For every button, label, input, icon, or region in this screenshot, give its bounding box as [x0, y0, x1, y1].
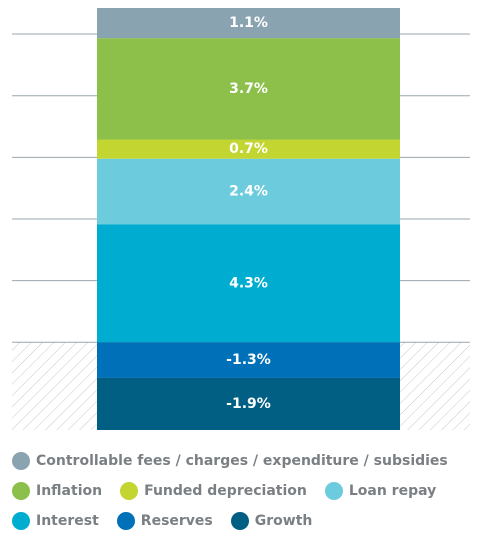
legend-item: Inflation [12, 482, 102, 500]
data-label: 1.1% [229, 15, 268, 31]
legend-swatch [12, 512, 30, 530]
bar-segment [97, 342, 400, 378]
legend-label: Funded depreciation [144, 483, 307, 499]
bar-segment [97, 139, 400, 159]
legend-label: Inflation [36, 483, 103, 499]
legend-swatch [120, 482, 139, 500]
data-label: 2.4% [229, 184, 268, 200]
legend-item: Funded depreciation [120, 482, 307, 500]
legend-label: Growth [254, 513, 313, 529]
bar-segment [97, 377, 400, 430]
legend-label: Loan repay [348, 483, 437, 499]
legend-label: Controllable fees / charges / expenditur… [36, 453, 448, 469]
legend-swatch [12, 482, 30, 500]
legend-item: Growth [230, 512, 313, 530]
chart: 4.3% 2.4% 0.7% 3.7% 1.1% -1.3% -1.9% [12, 8, 470, 430]
legend-swatch [324, 482, 343, 500]
legend-swatch [12, 452, 30, 470]
legend-label: Interest [36, 513, 99, 529]
legend-item: Loan repay [324, 482, 437, 500]
legend-swatch [116, 512, 135, 530]
data-label: -1.9% [226, 396, 271, 412]
data-label: 0.7% [229, 141, 268, 157]
legend-label: Reserves [140, 513, 213, 529]
data-label: -1.3% [226, 352, 271, 368]
bar-segment [97, 224, 400, 343]
legend-item: Interest [12, 512, 99, 530]
data-label: 3.7% [229, 81, 268, 97]
bar-segment [97, 8, 400, 39]
data-label: 4.3% [229, 275, 268, 291]
legend-swatch [230, 512, 249, 530]
legend-item: Controllable fees / charges / expenditur… [12, 452, 448, 470]
bar-segment [97, 158, 400, 225]
legend: Controllable fees / charges / expenditur… [12, 452, 480, 530]
legend-item: Reserves [116, 512, 213, 530]
bar-segment [97, 38, 400, 140]
